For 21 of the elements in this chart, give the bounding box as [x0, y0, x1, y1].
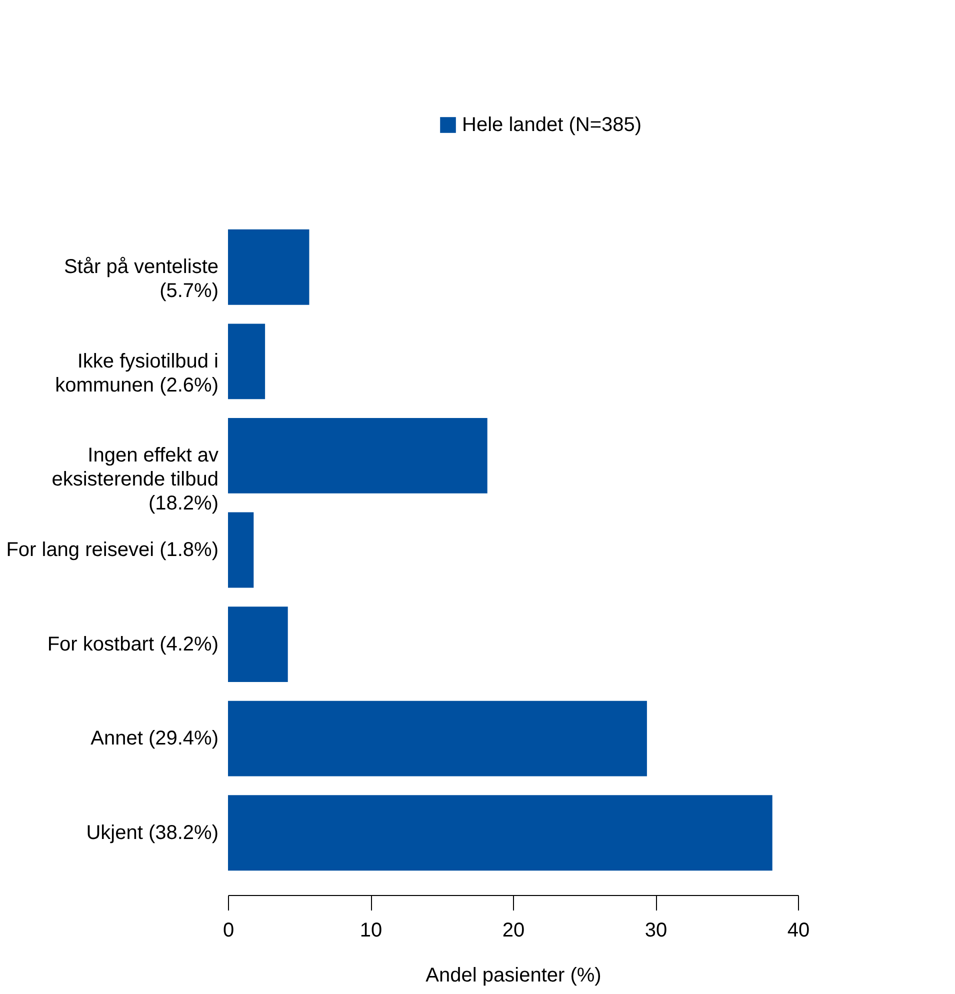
y-tick-label: Ingen effekt av eksisterende tilbud (18.2%): [52, 444, 218, 515]
x-tick-label: 0: [222, 920, 234, 942]
bar: [228, 229, 310, 305]
x-axis-title: Andel pasienter (%): [426, 964, 602, 986]
y-tick-label: Ukjent (38.2%): [86, 822, 218, 844]
bar: [228, 512, 254, 588]
x-tick-label: 30: [644, 920, 668, 942]
y-tick-label: Ikke fysiotilbud i kommunen (2.6%): [55, 350, 218, 396]
bar: [228, 606, 288, 682]
y-tick-label: For lang reisevei (1.8%): [6, 539, 218, 561]
x-tick-label: 10: [360, 920, 382, 942]
y-tick-label: Annet (29.4%): [90, 728, 218, 750]
bar: [228, 795, 772, 871]
x-tick-label: 20: [502, 920, 525, 942]
bar: [228, 700, 647, 776]
legend-label: Hele landet (N=385): [462, 114, 642, 136]
y-tick-label: For kostbart (4.2%): [47, 633, 218, 656]
bar: [228, 324, 266, 400]
bar: [228, 418, 488, 494]
x-tick-label: 40: [787, 920, 810, 942]
y-tick-label: Står på venteliste (5.7%): [64, 256, 218, 302]
